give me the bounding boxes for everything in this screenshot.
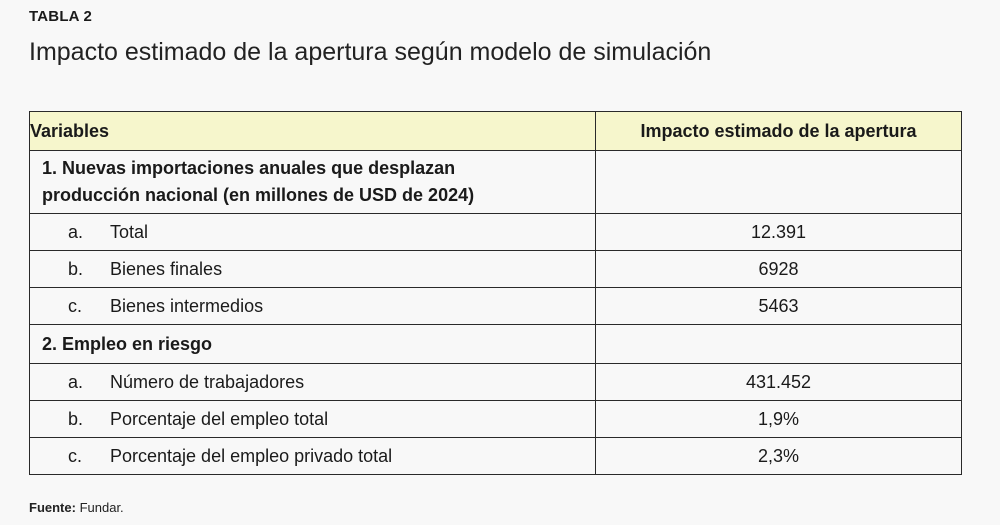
row-value: 5463 bbox=[594, 287, 963, 325]
row-label-cell: a. Número de trabajadores bbox=[29, 363, 596, 401]
row-label-cell: c. Porcentaje del empleo privado total bbox=[29, 437, 596, 475]
section-row: 2. Empleo en riesgo bbox=[29, 324, 963, 364]
row-value: 6928 bbox=[594, 250, 963, 288]
section-title-line: producción nacional (en millones de USD … bbox=[42, 185, 475, 205]
table-header-row: Variables Impacto estimado de la apertur… bbox=[29, 111, 963, 151]
row-value: 431.452 bbox=[594, 363, 963, 401]
row-label-cell: a. Total bbox=[29, 213, 596, 251]
row-letter: a. bbox=[68, 371, 84, 392]
row-letter: c. bbox=[68, 445, 83, 466]
source-note: Fuente: Fundar. bbox=[29, 500, 124, 515]
row-label: Porcentaje del empleo total bbox=[110, 408, 329, 429]
section-title-line: 1. Nuevas importaciones anuales que desp… bbox=[42, 158, 456, 178]
header-impact: Impacto estimado de la apertura bbox=[594, 111, 963, 151]
row-letter: a. bbox=[68, 221, 84, 242]
source-label: Fuente: bbox=[29, 500, 76, 515]
table-row: c. Porcentaje del empleo privado total 2,… bbox=[29, 437, 963, 475]
row-label-cell: c. Bienes intermedios bbox=[29, 287, 596, 325]
header-variables: Variables bbox=[29, 111, 596, 151]
row-value: 2,3% bbox=[594, 437, 963, 475]
row-label-cell: b. Bienes finales bbox=[29, 250, 596, 288]
table-row: a. Total 12.391 bbox=[29, 213, 963, 251]
row-label: Bienes intermedios bbox=[110, 295, 264, 316]
page-title: Impacto estimado de la apertura según mo… bbox=[29, 38, 712, 66]
row-letter: b. bbox=[68, 408, 84, 429]
table-row: a. Número de trabajadores 431.452 bbox=[29, 363, 963, 401]
row-label: Porcentaje del empleo privado total bbox=[110, 445, 393, 466]
section-row: 1. Nuevas importaciones anuales que desp… bbox=[29, 150, 963, 214]
row-letter: c. bbox=[68, 295, 83, 316]
row-value: 1,9% bbox=[594, 400, 963, 438]
table-row: b. Bienes finales 6928 bbox=[29, 250, 963, 288]
table-row: c. Bienes intermedios 5463 bbox=[29, 287, 963, 325]
row-label: Número de trabajadores bbox=[110, 371, 305, 392]
section-title: 1. Nuevas importaciones anuales que desp… bbox=[29, 150, 596, 214]
table-label: TABLA 2 bbox=[29, 8, 93, 25]
row-label-cell: b. Porcentaje del empleo total bbox=[29, 400, 596, 438]
source-text: Fundar. bbox=[79, 500, 124, 515]
row-label: Total bbox=[110, 221, 149, 242]
section-title: 2. Empleo en riesgo bbox=[29, 324, 596, 364]
row-label: Bienes finales bbox=[110, 258, 223, 279]
row-value: 12.391 bbox=[594, 213, 963, 251]
section-value-empty bbox=[594, 150, 963, 214]
table-row: b. Porcentaje del empleo total 1,9% bbox=[29, 400, 963, 438]
row-letter: b. bbox=[68, 258, 84, 279]
data-table: Variables Impacto estimado de la apertur… bbox=[29, 111, 963, 475]
section-value-empty bbox=[594, 324, 963, 364]
